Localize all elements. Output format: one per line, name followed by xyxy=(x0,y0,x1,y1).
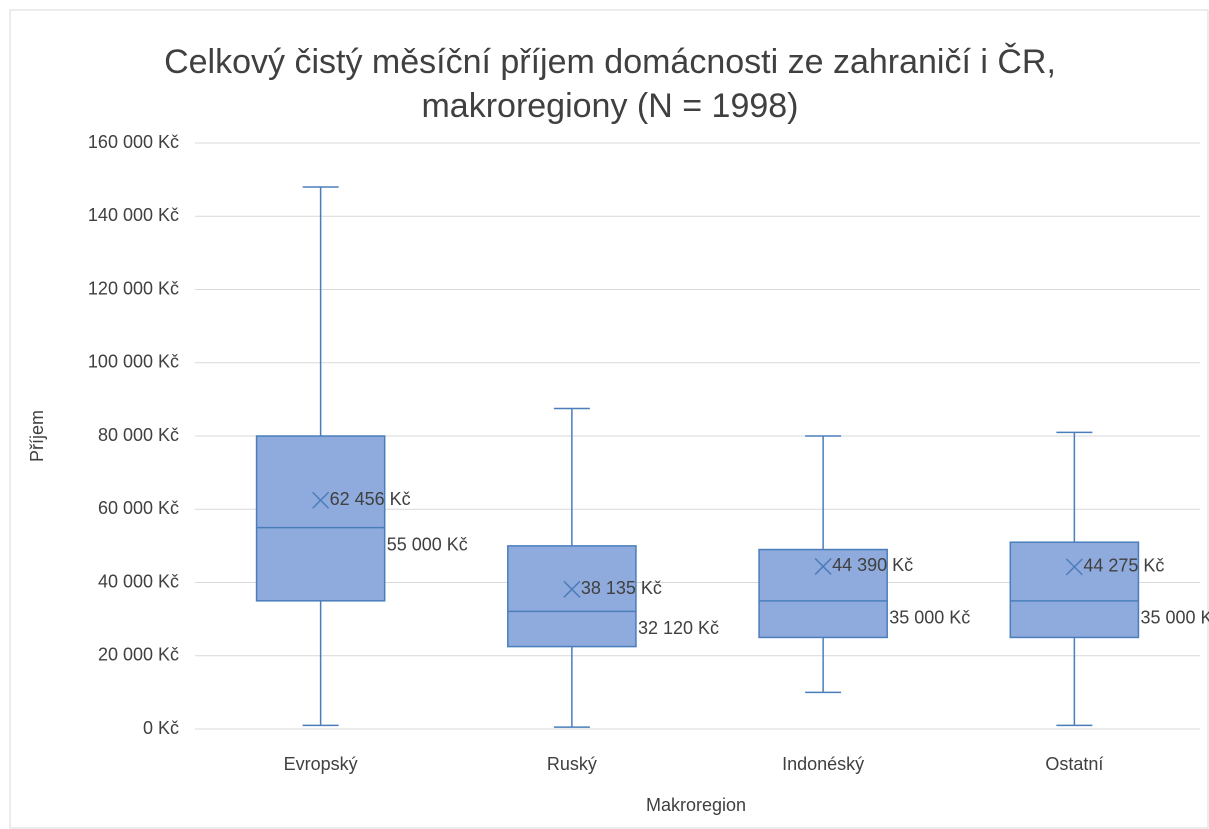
mean-marker xyxy=(814,557,832,575)
x-tick-label: Ruský xyxy=(547,754,597,774)
box xyxy=(1009,541,1140,639)
y-tick-label: 20 000 Kč xyxy=(98,645,179,665)
median-label: 35 000 Kč xyxy=(889,608,970,628)
median-label: 55 000 Kč xyxy=(387,534,468,554)
mean-marker xyxy=(312,491,330,509)
x-axis-title: Makroregion xyxy=(646,795,746,815)
mean-label: 62 456 Kč xyxy=(330,489,411,509)
x-tick-label: Indonéský xyxy=(782,754,864,774)
y-tick-label: 100 000 Kč xyxy=(88,352,179,372)
y-tick-label: 40 000 Kč xyxy=(98,571,179,591)
mean-marker xyxy=(1065,558,1083,576)
mean-label: 44 275 Kč xyxy=(1083,556,1164,576)
median-label: 35 000 Kč xyxy=(1140,608,1209,628)
y-tick-label: 60 000 Kč xyxy=(98,498,179,518)
y-axis-title: Příjem xyxy=(27,410,47,462)
mean-label: 44 390 Kč xyxy=(832,555,913,575)
x-tick-label: Evropský xyxy=(284,754,358,774)
y-tick-label: 160 000 Kč xyxy=(88,132,179,152)
median-label: 32 120 Kč xyxy=(638,618,719,638)
chart-border xyxy=(9,9,1209,829)
mean-label: 38 135 Kč xyxy=(581,578,662,598)
x-tick-label: Ostatní xyxy=(1045,754,1103,774)
y-tick-label: 140 000 Kč xyxy=(88,205,179,225)
box xyxy=(507,545,637,648)
y-tick-label: 80 000 Kč xyxy=(98,425,179,445)
box xyxy=(758,548,888,639)
y-tick-label: 0 Kč xyxy=(143,718,179,738)
y-tick-label: 120 000 Kč xyxy=(88,278,179,298)
chart-title: Celkový čistý měsíční příjem domácnosti … xyxy=(164,43,1056,125)
box xyxy=(255,435,386,602)
mean-marker xyxy=(563,580,581,598)
